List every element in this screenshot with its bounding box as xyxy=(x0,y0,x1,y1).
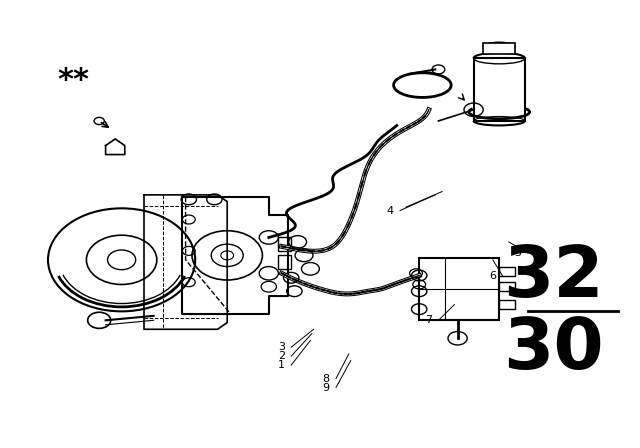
Text: 32: 32 xyxy=(503,243,604,312)
Text: 1: 1 xyxy=(278,360,285,370)
Text: 8: 8 xyxy=(323,374,330,383)
Bar xyxy=(499,267,515,276)
Bar xyxy=(474,58,525,121)
Text: 2: 2 xyxy=(278,351,285,361)
Text: 5: 5 xyxy=(515,248,522,258)
Text: 6: 6 xyxy=(489,271,496,280)
Bar xyxy=(499,282,515,291)
Text: 7: 7 xyxy=(425,315,432,325)
Text: **: ** xyxy=(58,66,90,95)
Text: 3: 3 xyxy=(278,342,285,352)
Bar xyxy=(483,43,515,54)
Text: 9: 9 xyxy=(323,383,330,392)
Bar xyxy=(278,255,291,269)
Bar xyxy=(419,258,499,320)
Bar xyxy=(278,237,291,251)
Text: 4: 4 xyxy=(387,206,394,215)
Bar xyxy=(499,300,515,309)
Text: 30: 30 xyxy=(503,315,604,384)
